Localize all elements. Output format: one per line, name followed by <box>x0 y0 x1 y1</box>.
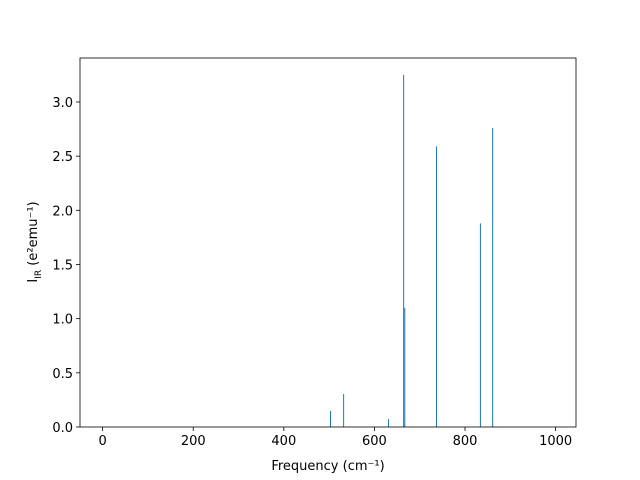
x-tick-label: 200 <box>181 434 206 449</box>
y-axis-label: IIR (e²emu⁻¹) <box>26 201 44 282</box>
plot-frame <box>79 57 577 428</box>
x-tick-label: 600 <box>362 434 387 449</box>
x-axis-label: Frequency (cm⁻¹) <box>271 459 384 474</box>
y-label-base: I <box>26 279 41 283</box>
x-tick-label: 400 <box>271 434 296 449</box>
y-tick-label: 1.5 <box>52 258 73 273</box>
y-tick-label: 3.0 <box>52 96 73 111</box>
x-tick-label: 0 <box>99 434 107 449</box>
y-tick-label: 2.0 <box>52 204 73 219</box>
x-tick-label: 800 <box>453 434 478 449</box>
y-tick-label: 0.5 <box>52 367 73 382</box>
y-label-rest: (e²emu⁻¹) <box>26 201 41 269</box>
y-tick-label: 1.0 <box>52 313 73 328</box>
y-tick-label: 2.5 <box>52 150 73 165</box>
x-tick-label: 1000 <box>539 434 572 449</box>
y-tick-label: 0.0 <box>52 421 73 436</box>
y-label-subscript: IR <box>34 270 44 279</box>
